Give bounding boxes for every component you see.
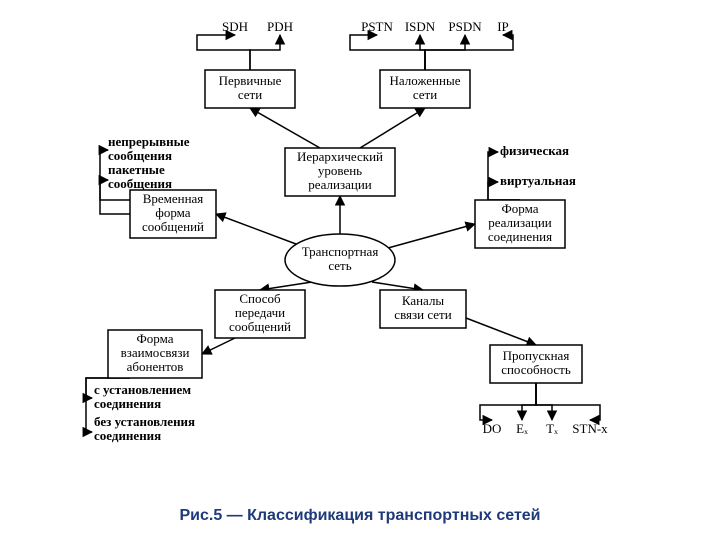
edge-transport-method: [260, 282, 312, 290]
label-pkt-l2: сообщения: [108, 176, 172, 191]
node-overlay-line1: сети: [413, 87, 437, 102]
node-hier-line0: Иерархический: [297, 149, 383, 164]
label-pkt-l1: пакетные: [108, 162, 165, 177]
node-transport: Транспортнаясеть: [285, 234, 395, 286]
label-cont-l1: непрерывные: [108, 134, 190, 149]
edge-capacity-ex: [522, 383, 536, 420]
node-subform-line1: взаимосвязи: [121, 345, 190, 360]
figure-caption: Рис.5 — Классификация транспортных сетей: [179, 507, 540, 524]
node-method: Способпередачисообщений: [215, 290, 305, 338]
node-method-line1: передачи: [235, 305, 285, 320]
label-pdh: PDH: [267, 19, 293, 34]
node-tform-line1: форма: [155, 205, 190, 220]
edge-transport-tform: [216, 214, 296, 244]
edge-hier-primary: [250, 108, 320, 148]
node-channels: Каналысвязи сети: [380, 290, 466, 328]
node-tform-line2: сообщений: [142, 219, 204, 234]
node-method-line2: сообщений: [229, 319, 291, 334]
node-capacity-line0: Пропускная: [503, 348, 570, 363]
edge-capacity-stn: [536, 383, 600, 420]
node-tform-line0: Временная: [143, 191, 204, 206]
node-primary-line0: Первичные: [219, 73, 282, 88]
label-noc-l1: без установления: [94, 414, 195, 429]
node-overlay-line0: Наложенные: [390, 73, 461, 88]
node-cform: Формареализациисоединения: [475, 200, 565, 248]
label-withc-l1: с установлением: [94, 382, 191, 397]
node-hier: Иерархическийуровеньреализации: [285, 148, 395, 196]
node-subform-line0: Форма: [137, 331, 174, 346]
edge-overlay-pstn: [350, 35, 425, 70]
label-phys: физическая: [500, 143, 569, 158]
label-cont-l2: сообщения: [108, 148, 172, 163]
node-cform-line0: Форма: [502, 201, 539, 216]
node-cform-line2: соединения: [488, 229, 552, 244]
label-stn: STN-x: [572, 421, 608, 436]
edge-overlay-psdn: [425, 35, 465, 70]
edge-method-subform: [202, 338, 235, 354]
node-transport-line1: сеть: [328, 258, 351, 273]
label-tx: Tₓ: [546, 421, 558, 436]
node-channels-line1: связи сети: [394, 307, 451, 322]
node-method-line0: Способ: [239, 291, 281, 306]
node-tform: Временнаяформасообщений: [130, 190, 216, 238]
diagram-canvas: ТранспортнаясетьИерархическийуровеньреал…: [0, 0, 720, 540]
node-primary-line1: сети: [238, 87, 262, 102]
label-isdn: ISDN: [405, 19, 436, 34]
node-transport-line0: Транспортная: [302, 244, 379, 259]
edge-channels-capacity: [466, 318, 536, 345]
node-hier-line1: уровень: [318, 163, 362, 178]
node-overlay: Наложенныесети: [380, 70, 470, 108]
label-ip: IP: [497, 19, 509, 34]
node-subform-line2: абонентов: [127, 359, 184, 374]
label-withc-l2: соединения: [94, 396, 161, 411]
label-virt: виртуальная: [500, 173, 576, 188]
label-psdn: PSDN: [448, 19, 482, 34]
node-hier-line2: реализации: [308, 177, 372, 192]
edge-hier-overlay: [360, 108, 425, 148]
label-noc-l2: соединения: [94, 428, 161, 443]
label-sdh: SDH: [222, 19, 248, 34]
node-capacity: Пропускнаяспособность: [490, 345, 582, 383]
edge-primary-pdh: [250, 35, 280, 70]
label-pstn: PSTN: [361, 19, 393, 34]
edge-primary-sdh: [197, 35, 250, 70]
node-cform-line1: реализации: [488, 215, 552, 230]
node-primary: Первичныесети: [205, 70, 295, 108]
edge-capacity-do: [480, 383, 536, 420]
label-ex: Eₓ: [516, 421, 528, 436]
edge-transport-channels: [372, 282, 423, 290]
node-capacity-line1: способность: [501, 362, 571, 377]
edge-capacity-tx: [536, 383, 552, 420]
node-channels-line0: Каналы: [402, 293, 445, 308]
label-do: DO: [483, 421, 502, 436]
edge-overlay-ip: [425, 35, 513, 70]
node-subform: Формавзаимосвязиабонентов: [108, 330, 202, 378]
edge-transport-cform: [388, 224, 475, 248]
